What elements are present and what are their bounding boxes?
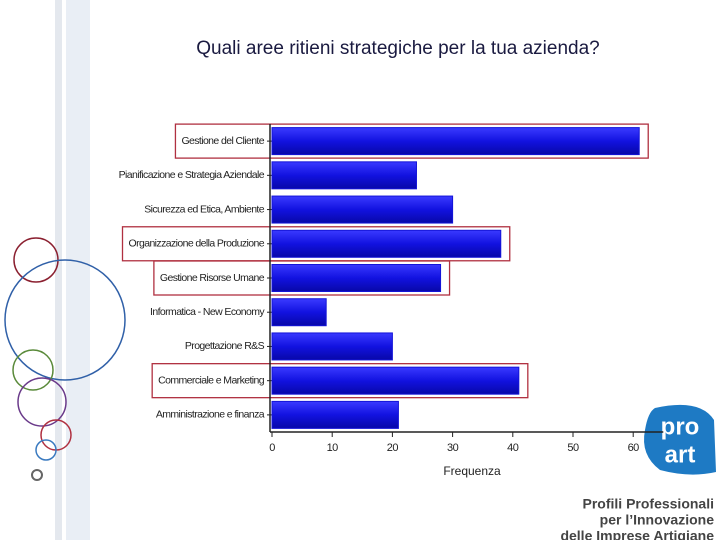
- logo-shape: [644, 404, 716, 475]
- logo-text: art: [665, 441, 696, 468]
- logo: pro art Profili Professionali per l’Inno…: [560, 404, 716, 540]
- bar: [271, 264, 442, 292]
- x-tick-label: 40: [507, 442, 519, 454]
- x-tick-label: 60: [628, 442, 640, 454]
- y-tick-label: Organizzazione della Produzione: [129, 238, 265, 250]
- bar: [271, 195, 454, 224]
- decorations: [4, 237, 126, 481]
- bar: [271, 229, 502, 258]
- y-tick-label: Gestione Risorse Umane: [160, 272, 265, 284]
- y-tick-label: Pianificazione e Strategia Aziendale: [119, 169, 265, 181]
- x-tick-label: 10: [327, 442, 339, 454]
- y-tick-label: Gestione del Cliente: [181, 135, 264, 147]
- circle: [31, 469, 43, 481]
- highlight-box: [153, 260, 451, 296]
- bar: [271, 366, 520, 395]
- circle: [17, 377, 67, 427]
- x-axis-label: Frequenza: [443, 464, 501, 478]
- bar: [271, 400, 399, 429]
- circle: [13, 237, 59, 283]
- stripe: [66, 0, 90, 540]
- x-tick-label: 30: [447, 442, 459, 454]
- highlight-box: [151, 363, 529, 399]
- y-tick-label: Progettazione R&S: [185, 340, 265, 352]
- highlight-box: [174, 123, 649, 159]
- bar: [271, 127, 640, 156]
- y-tick-label: Informatica - New Economy: [150, 306, 265, 318]
- bar: [271, 332, 393, 361]
- circle: [12, 349, 54, 391]
- y-tick-label: Amministrazione e finanza: [156, 409, 265, 421]
- circle: [4, 259, 126, 381]
- y-tick-label: Sicurezza ed Etica, Ambiente: [144, 203, 265, 215]
- y-tick-label: Commerciale e Marketing: [158, 374, 265, 386]
- x-tick-label: 50: [567, 442, 579, 454]
- logo-text: pro: [661, 413, 700, 440]
- logo-caption: per l’Innovazione: [600, 512, 715, 528]
- bar: [271, 298, 327, 327]
- x-tick-label: 0: [269, 442, 275, 454]
- logo-caption: Profili Professionali: [583, 496, 714, 512]
- logo-caption: delle Imprese Artigiane: [560, 528, 714, 540]
- circle: [35, 439, 57, 461]
- stripe: [55, 0, 62, 540]
- bar: [271, 161, 417, 190]
- x-tick-label: 20: [387, 442, 399, 454]
- chart-title: Quali aree ritieni strategiche per la tu…: [196, 38, 599, 59]
